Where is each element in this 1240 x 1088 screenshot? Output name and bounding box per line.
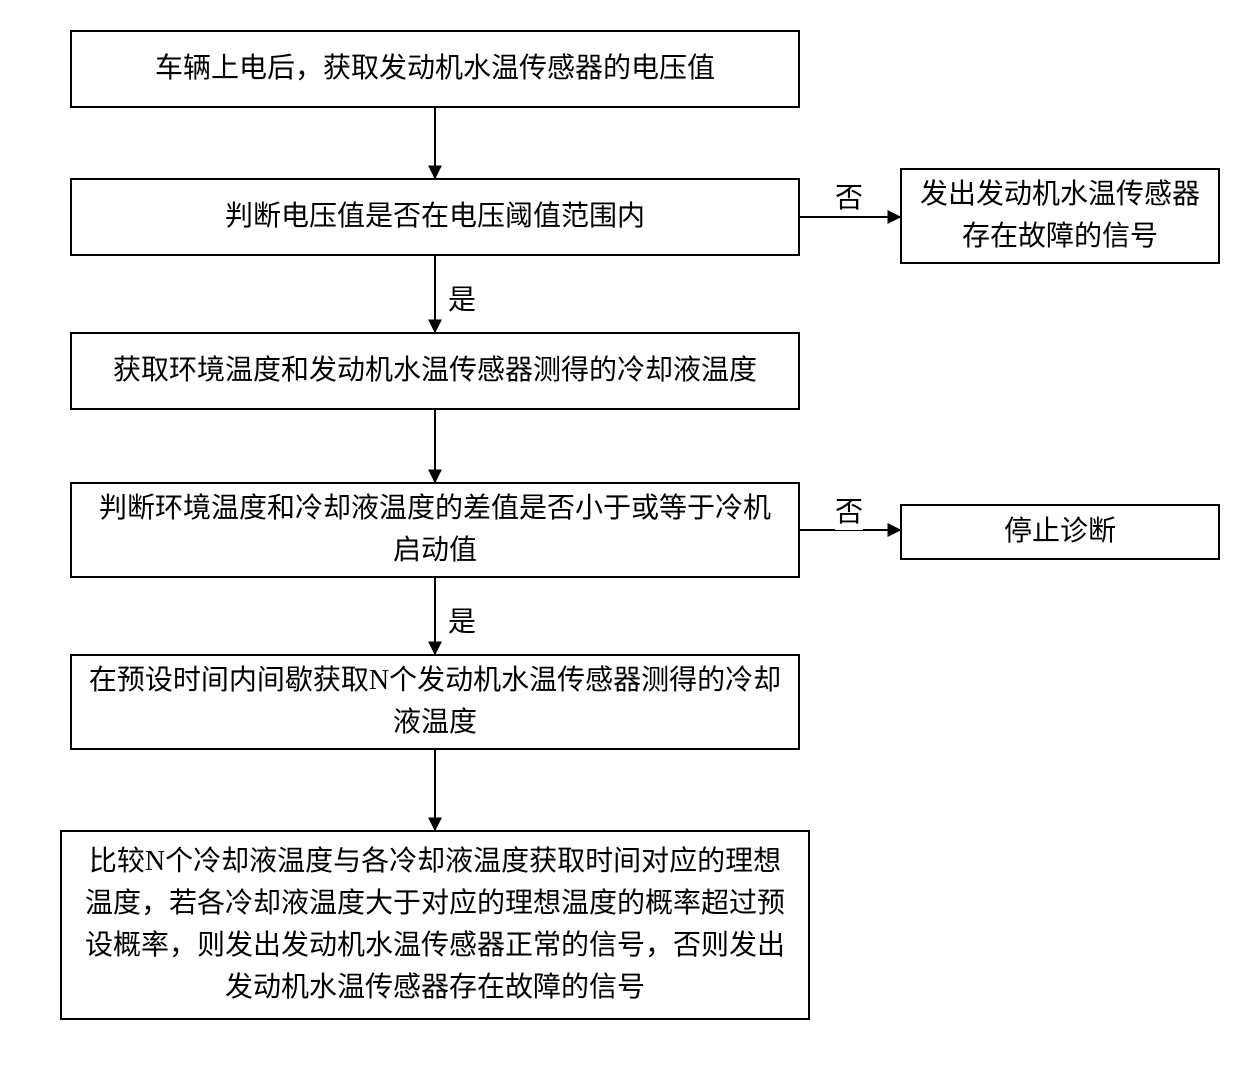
flow-node-get-temps: 获取环境温度和发动机水温传感器测得的冷却液温度 xyxy=(70,332,800,410)
flow-node-stop-diag: 停止诊断 xyxy=(900,504,1220,560)
flow-node-sensor-fault: 发出发动机水温传感器存在故障的信号 xyxy=(900,168,1220,264)
edge-label: 是 xyxy=(448,278,476,318)
edge-label: 否 xyxy=(835,176,863,216)
flow-node-voltage-check: 判断电压值是否在电压阈值范围内 xyxy=(70,178,800,256)
edge-label: 是 xyxy=(448,600,476,640)
edge-label: 否 xyxy=(835,490,863,530)
flow-node-sample-temps: 在预设时间内间歇获取N个发动机水温传感器测得的冷却液温度 xyxy=(70,654,800,750)
flow-node-compare-result: 比较N个冷却液温度与各冷却液温度获取时间对应的理想温度，若各冷却液温度大于对应的… xyxy=(60,830,810,1020)
flow-node-start: 车辆上电后，获取发动机水温传感器的电压值 xyxy=(70,30,800,108)
flow-node-temp-diff-check: 判断环境温度和冷却液温度的差值是否小于或等于冷机启动值 xyxy=(70,482,800,578)
